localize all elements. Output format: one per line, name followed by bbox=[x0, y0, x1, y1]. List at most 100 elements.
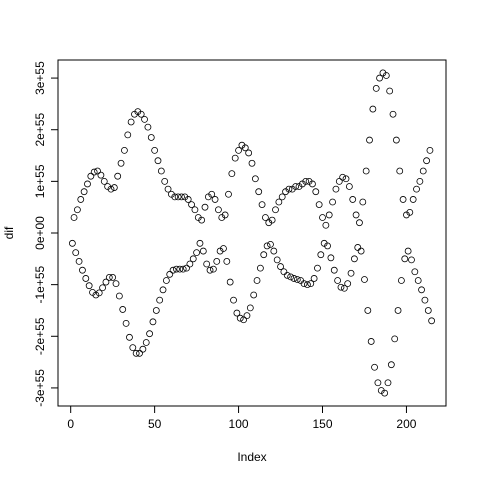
point bbox=[389, 110, 397, 118]
point bbox=[285, 185, 293, 193]
point bbox=[144, 123, 152, 131]
point bbox=[100, 177, 108, 185]
point bbox=[392, 136, 400, 144]
point bbox=[149, 318, 157, 326]
point bbox=[399, 196, 407, 203]
point bbox=[166, 270, 174, 278]
point bbox=[369, 105, 377, 113]
point bbox=[112, 280, 120, 288]
point bbox=[421, 296, 429, 304]
point bbox=[371, 363, 378, 371]
point bbox=[193, 249, 201, 257]
x-axis-label: Index bbox=[237, 450, 266, 464]
point bbox=[258, 201, 266, 208]
point bbox=[283, 271, 291, 279]
point bbox=[77, 196, 85, 203]
point bbox=[391, 335, 399, 343]
point bbox=[314, 264, 321, 272]
point bbox=[220, 245, 227, 252]
y-tick-label: -3e+55 bbox=[33, 369, 47, 407]
point bbox=[235, 146, 242, 154]
point bbox=[344, 280, 352, 288]
point bbox=[253, 277, 261, 284]
point bbox=[256, 264, 264, 272]
point bbox=[325, 211, 333, 219]
point bbox=[70, 214, 78, 221]
point bbox=[423, 157, 430, 165]
point bbox=[136, 349, 143, 357]
point bbox=[413, 185, 420, 193]
point bbox=[334, 277, 342, 284]
point bbox=[272, 206, 279, 214]
point bbox=[280, 268, 288, 276]
point bbox=[137, 110, 145, 118]
point bbox=[361, 276, 368, 283]
point bbox=[85, 282, 93, 290]
point bbox=[159, 286, 167, 294]
point bbox=[376, 74, 383, 82]
point bbox=[342, 175, 350, 183]
point bbox=[322, 221, 330, 229]
point bbox=[307, 280, 315, 288]
point bbox=[99, 284, 106, 292]
point bbox=[179, 265, 187, 273]
point bbox=[152, 307, 160, 314]
point bbox=[84, 180, 91, 188]
point bbox=[273, 256, 281, 264]
point bbox=[107, 185, 115, 193]
point bbox=[424, 307, 432, 314]
point bbox=[151, 146, 159, 154]
point bbox=[340, 284, 348, 292]
point bbox=[330, 266, 338, 274]
point bbox=[354, 244, 362, 251]
point bbox=[154, 157, 162, 165]
point bbox=[129, 344, 137, 352]
point bbox=[126, 333, 133, 341]
y-tick-label: 0e+00 bbox=[33, 216, 47, 250]
point bbox=[186, 260, 194, 268]
point bbox=[203, 260, 211, 268]
point bbox=[79, 266, 86, 274]
x-tick-label: 200 bbox=[396, 417, 416, 431]
point bbox=[367, 338, 375, 345]
point bbox=[189, 255, 197, 263]
point bbox=[213, 258, 221, 265]
point bbox=[196, 239, 204, 247]
point bbox=[228, 170, 236, 178]
point bbox=[339, 173, 347, 181]
point bbox=[105, 274, 113, 281]
point bbox=[245, 149, 253, 157]
point bbox=[243, 312, 251, 320]
point bbox=[115, 292, 123, 300]
point bbox=[418, 286, 425, 294]
point bbox=[142, 339, 150, 346]
point bbox=[317, 251, 325, 259]
y-tick-label: 2e+55 bbox=[33, 113, 47, 147]
point bbox=[188, 201, 195, 208]
point bbox=[310, 275, 318, 282]
x-tick-label: 0 bbox=[67, 417, 74, 431]
point bbox=[292, 183, 300, 190]
point bbox=[174, 193, 182, 201]
point bbox=[162, 277, 170, 284]
point bbox=[312, 188, 320, 196]
point bbox=[349, 196, 357, 203]
point bbox=[278, 193, 286, 201]
point bbox=[161, 177, 169, 185]
point bbox=[351, 255, 358, 263]
point bbox=[416, 177, 424, 185]
point bbox=[95, 289, 103, 297]
point bbox=[97, 171, 105, 179]
point bbox=[419, 167, 427, 175]
y-axis-label: dif bbox=[2, 226, 16, 239]
point bbox=[209, 265, 217, 273]
x-tick-label: 50 bbox=[148, 417, 162, 431]
x-tick-label: 150 bbox=[312, 417, 332, 431]
point bbox=[409, 196, 417, 203]
point bbox=[102, 278, 110, 286]
point bbox=[372, 85, 380, 92]
point bbox=[225, 190, 232, 198]
point bbox=[124, 131, 132, 139]
point bbox=[275, 198, 283, 206]
point bbox=[132, 349, 140, 357]
